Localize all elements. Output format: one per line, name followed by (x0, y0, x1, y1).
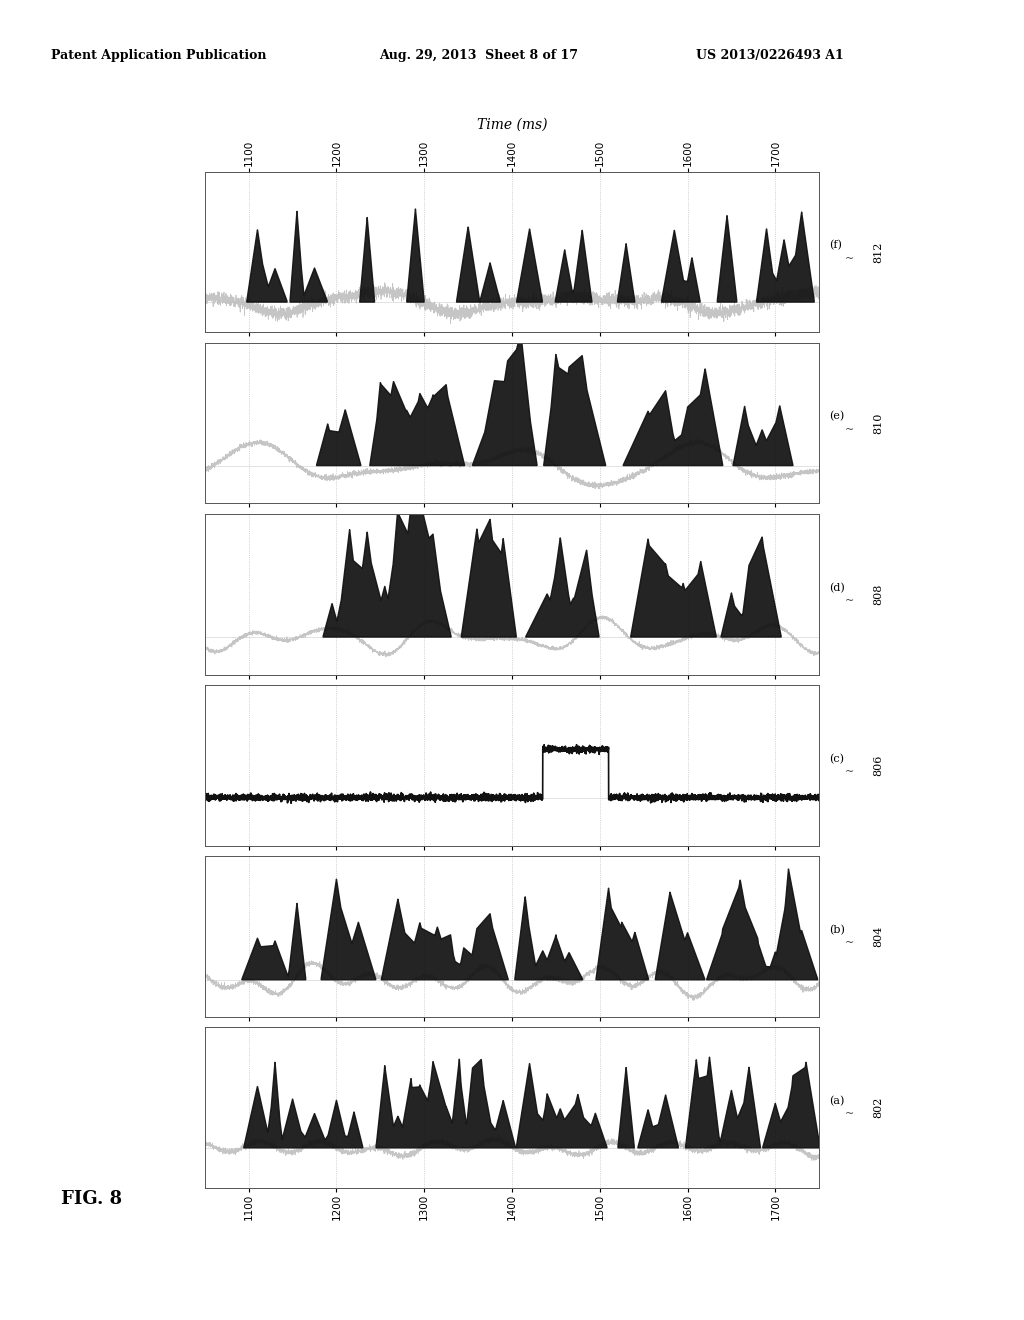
Text: (f): (f) (829, 240, 843, 251)
Text: Aug. 29, 2013  Sheet 8 of 17: Aug. 29, 2013 Sheet 8 of 17 (379, 49, 578, 62)
Text: Time (ms): Time (ms) (477, 117, 547, 132)
Text: 804: 804 (873, 925, 884, 948)
Text: (b): (b) (829, 925, 846, 935)
Text: 802: 802 (873, 1097, 884, 1118)
Text: Patent Application Publication: Patent Application Publication (51, 49, 266, 62)
Text: 812: 812 (873, 242, 884, 263)
Text: US 2013/0226493 A1: US 2013/0226493 A1 (696, 49, 844, 62)
Text: ~: ~ (845, 253, 855, 264)
Text: (d): (d) (829, 582, 845, 593)
Text: (e): (e) (829, 412, 845, 421)
Text: ~: ~ (845, 425, 855, 434)
Text: 810: 810 (873, 412, 884, 434)
Text: ~: ~ (845, 1109, 855, 1119)
Text: ~: ~ (845, 767, 855, 777)
Text: FIG. 8: FIG. 8 (61, 1189, 123, 1208)
Text: (a): (a) (829, 1096, 845, 1106)
Text: 808: 808 (873, 583, 884, 605)
Text: (c): (c) (829, 754, 845, 764)
Text: 806: 806 (873, 755, 884, 776)
Text: ~: ~ (845, 595, 855, 606)
Text: ~: ~ (845, 939, 855, 948)
